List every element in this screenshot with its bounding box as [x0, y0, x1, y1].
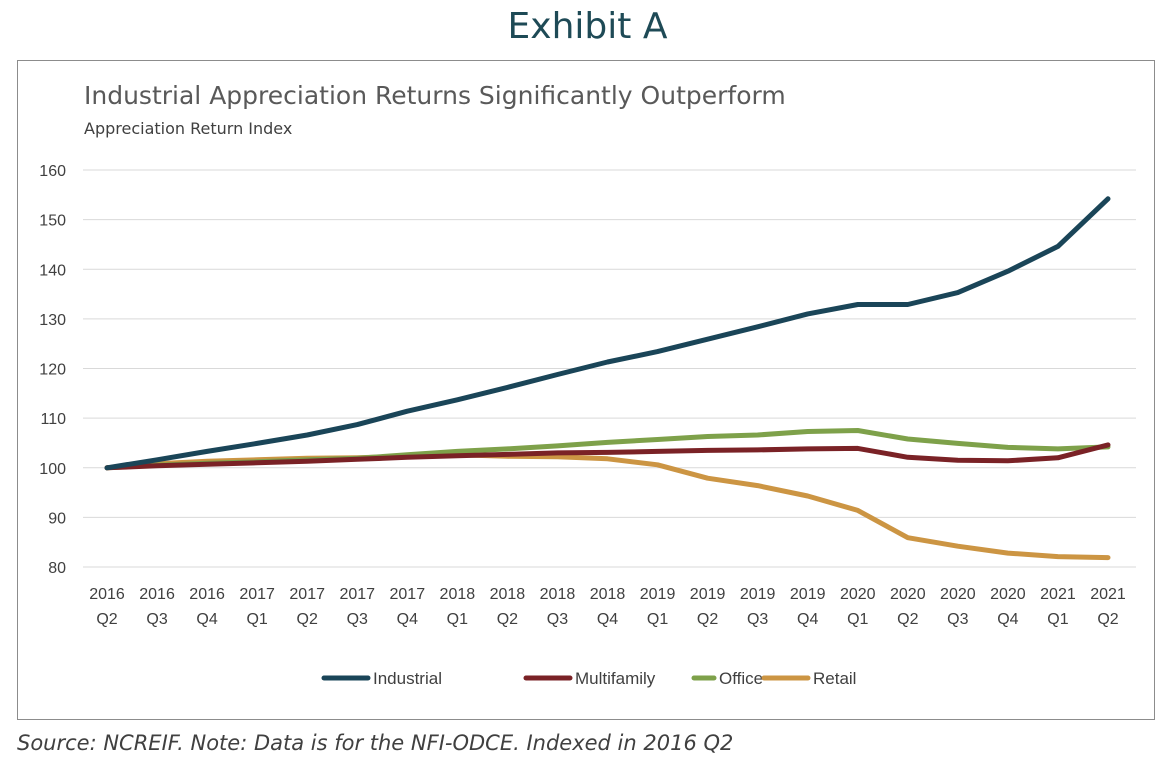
series-line-multifamily: [104, 442, 1111, 471]
chart-subtitle: Appreciation Return Index: [84, 119, 293, 138]
x-tick-label-quarter: Q4: [196, 611, 217, 628]
x-tick-label-quarter: Q1: [647, 611, 668, 628]
y-tick-label: 160: [39, 163, 66, 180]
y-tick-label: 120: [39, 362, 66, 379]
x-tick-label-year: 2016: [139, 586, 175, 603]
x-tick-label-quarter: Q1: [246, 611, 267, 628]
x-tick-label-year: 2020: [890, 586, 926, 603]
x-tick-label-quarter: Q2: [497, 611, 518, 628]
x-tick-label-quarter: Q4: [597, 611, 618, 628]
x-tick-label-year: 2021: [1040, 586, 1076, 603]
x-tick-label-year: 2019: [640, 586, 676, 603]
x-tick-label-quarter: Q1: [447, 611, 468, 628]
series-lines: [104, 196, 1111, 561]
x-tick-label-year: 2017: [339, 586, 375, 603]
x-tick-label-quarter: Q3: [347, 611, 368, 628]
x-tick-label-quarter: Q1: [847, 611, 868, 628]
y-tick-label: 80: [48, 560, 66, 577]
x-tick-label-year: 2018: [440, 586, 476, 603]
y-tick-label: 130: [39, 312, 66, 329]
y-tick-label: 100: [39, 461, 66, 478]
y-tick-label: 110: [40, 411, 66, 428]
legend-label: Industrial: [373, 669, 442, 688]
x-tick-label-quarter: Q3: [547, 611, 568, 628]
x-tick-label-quarter: Q4: [397, 611, 418, 628]
y-axis-ticks: 80 90 100 110 120 130 140 150 160: [39, 163, 66, 577]
exhibit-title: Exhibit A: [507, 6, 668, 47]
legend-label: Retail: [813, 669, 856, 688]
legend: Industrial Multifamily Office Retail: [321, 669, 856, 688]
series-line-retail: [104, 452, 1111, 561]
x-tick-label-year: 2019: [690, 586, 726, 603]
x-tick-label-year: 2020: [990, 586, 1026, 603]
y-tick-label: 90: [48, 510, 66, 527]
x-tick-label-quarter: Q3: [947, 611, 968, 628]
x-tick-label-year: 2018: [540, 586, 576, 603]
x-tick-label-quarter: Q1: [1047, 611, 1068, 628]
x-tick-label-year: 2016: [189, 586, 225, 603]
x-tick-label-year: 2019: [740, 586, 776, 603]
y-tick-label: 150: [39, 213, 66, 230]
x-tick-label-year: 2020: [940, 586, 976, 603]
x-tick-label-quarter: Q2: [96, 611, 117, 628]
x-tick-label-year: 2019: [790, 586, 826, 603]
x-tick-label-year: 2017: [390, 586, 426, 603]
series-line-industrial: [104, 196, 1111, 471]
x-tick-label-year: 2021: [1090, 586, 1126, 603]
x-tick-label-quarter: Q2: [297, 611, 318, 628]
x-tick-label-year: 2018: [490, 586, 526, 603]
x-tick-label-year: 2017: [239, 586, 275, 603]
x-tick-label-quarter: Q2: [697, 611, 718, 628]
legend-label: Office: [719, 669, 763, 688]
source-note: Source: NCREIF. Note: Data is for the NF…: [17, 731, 734, 755]
x-tick-label-quarter: Q2: [897, 611, 918, 628]
x-tick-label-quarter: Q3: [747, 611, 768, 628]
x-tick-label-quarter: Q4: [797, 611, 818, 628]
x-tick-label-quarter: Q2: [1097, 611, 1118, 628]
chart-title: Industrial Appreciation Returns Signific…: [84, 81, 786, 110]
x-tick-label-year: 2017: [289, 586, 325, 603]
x-tick-label-year: 2016: [89, 586, 125, 603]
x-tick-label-quarter: Q4: [997, 611, 1018, 628]
gridlines: [83, 169, 1136, 568]
x-tick-label-year: 2018: [590, 586, 626, 603]
legend-label: Multifamily: [575, 669, 656, 688]
x-tick-label-quarter: Q3: [146, 611, 167, 628]
x-tick-label-year: 2020: [840, 586, 876, 603]
chart-frame: Industrial Appreciation Returns Signific…: [17, 60, 1155, 720]
x-axis-ticks: 2016 Q2 2016 Q3 2016 Q4 2017 Q1 2017 Q2 2017 Q3 2017…: [89, 586, 1126, 628]
y-tick-label: 140: [39, 262, 66, 279]
